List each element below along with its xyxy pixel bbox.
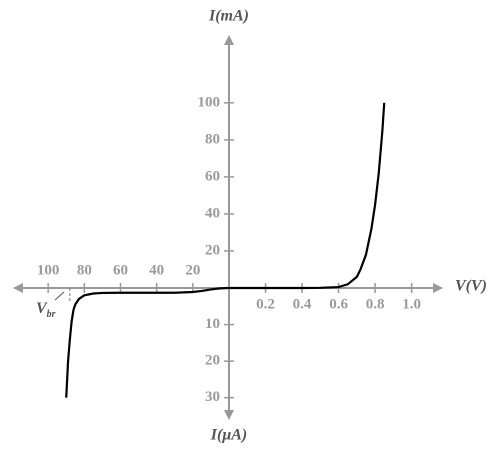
x-tick-label: 80 xyxy=(77,262,92,278)
x-tick-label: 1.0 xyxy=(402,296,421,312)
y-axis-label: I(μA) xyxy=(210,427,247,444)
x-tick-label: 20 xyxy=(185,262,200,278)
annotation: Vbr xyxy=(36,300,56,321)
y-axis-label: I(mA) xyxy=(208,8,249,25)
x-tick-label: 0.8 xyxy=(366,296,385,312)
x-tick-label: 0.2 xyxy=(256,296,275,312)
y-tick-label: 60 xyxy=(205,168,220,184)
x-tick-label: 0.6 xyxy=(329,296,348,312)
annotation-arrow xyxy=(54,291,65,301)
y-tick-label: 40 xyxy=(205,205,220,221)
x-tick-label: 60 xyxy=(113,262,128,278)
x-tick-label: 40 xyxy=(149,262,164,278)
annotation-text: V xyxy=(36,300,48,317)
y-tick-label: 20 xyxy=(205,353,220,369)
curve xyxy=(229,102,386,290)
y-tick-label: 10 xyxy=(205,316,220,332)
y-tick-label: 20 xyxy=(205,242,220,258)
curve xyxy=(65,286,230,398)
y-tick-label: 30 xyxy=(205,389,220,405)
y-tick-label: 80 xyxy=(205,131,220,147)
x-tick-label: 0.4 xyxy=(293,296,312,312)
y-tick-label: 100 xyxy=(198,94,221,110)
x-tick-label: 100 xyxy=(37,262,60,278)
annotation-subscript: br xyxy=(47,309,56,320)
x-axis-label: V(V) xyxy=(455,278,487,295)
